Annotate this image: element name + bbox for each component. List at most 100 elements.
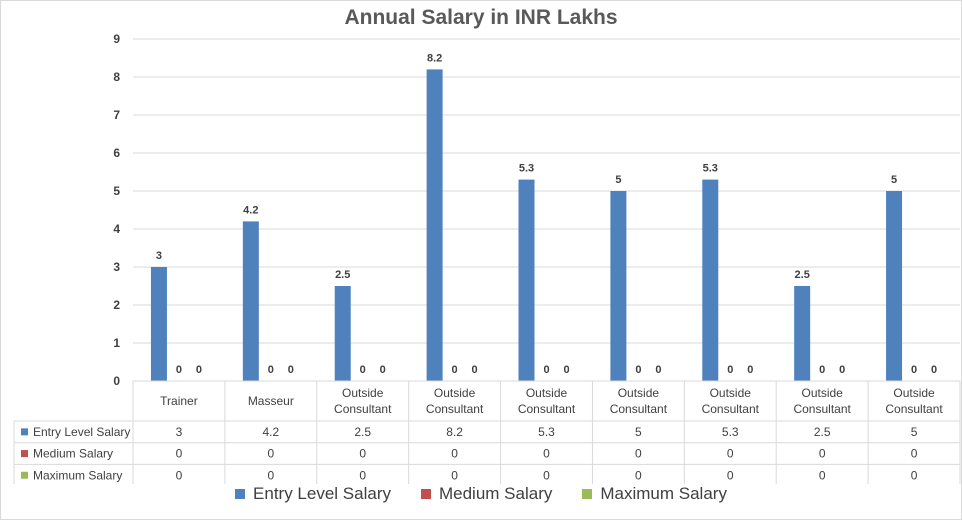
y-tick-label: 1 [113, 336, 120, 350]
table-cell: 5 [911, 425, 918, 439]
data-label: 0 [268, 364, 274, 376]
category-label: Consultant [610, 402, 668, 416]
data-label: 0 [819, 364, 825, 376]
data-label: 8.2 [427, 52, 442, 64]
category-label: Consultant [793, 402, 851, 416]
data-label: 0 [931, 364, 937, 376]
category-label: Masseur [248, 394, 294, 408]
y-tick-label: 3 [113, 260, 120, 274]
bar [886, 191, 903, 381]
table-cell: 0 [635, 447, 642, 461]
table-cell: 0 [176, 447, 183, 461]
y-tick-label: 5 [113, 184, 120, 198]
category-label: Trainer [160, 394, 198, 408]
table-cell: 2.5 [814, 425, 831, 439]
category-label: Consultant [426, 402, 484, 416]
table-cell: 3 [176, 425, 183, 439]
row-legend-key [21, 428, 28, 436]
legend-item: Entry Level Salary [235, 484, 391, 504]
data-label: 0 [655, 364, 661, 376]
y-tick-label: 2 [113, 298, 120, 312]
y-tick-label: 0 [113, 374, 120, 388]
bar [518, 179, 535, 381]
data-label: 0 [747, 364, 753, 376]
category-label: Consultant [334, 402, 392, 416]
data-label: 2.5 [795, 269, 810, 281]
table-cell: 0 [267, 447, 274, 461]
legend: Entry Level Salary Medium Salary Maximum S… [0, 484, 962, 504]
legend-label: Entry Level Salary [253, 484, 391, 503]
bar [426, 69, 443, 382]
data-label: 4.2 [243, 204, 258, 216]
table-cell: 4.2 [262, 425, 279, 439]
category-label: Outside [710, 386, 752, 400]
table-cell: 0 [543, 468, 550, 482]
row-legend-key [21, 471, 28, 479]
data-label: 0 [727, 364, 733, 376]
data-label: 0 [911, 364, 917, 376]
table-cell: 0 [911, 447, 918, 461]
data-label: 5 [615, 174, 621, 186]
table-cell: 5.3 [538, 425, 555, 439]
table-cell: 0 [359, 447, 366, 461]
data-label: 0 [452, 364, 458, 376]
data-label: 5.3 [519, 163, 534, 175]
data-label: 0 [635, 364, 641, 376]
legend-label: Maximum Salary [600, 484, 727, 503]
table-cell: 0 [727, 468, 734, 482]
data-label: 0 [176, 364, 182, 376]
bar [702, 179, 719, 381]
table-cell: 0 [267, 468, 274, 482]
category-label: Outside [801, 386, 843, 400]
y-axis: 0 1 2 3 4 5 6 7 8 9 [113, 32, 120, 388]
table-cell: 0 [819, 447, 826, 461]
y-tick-label: 9 [113, 32, 120, 46]
table-cell: 0 [451, 447, 458, 461]
legend-swatch [420, 489, 431, 499]
data-label: 5 [891, 174, 897, 186]
row-series-label: Entry Level Salary [33, 425, 130, 439]
bar [150, 267, 167, 381]
category-label: Consultant [885, 402, 943, 416]
category-label: Outside [526, 386, 568, 400]
chart-title: Annual Salary in INR Lakhs [344, 6, 618, 29]
data-label: 2.5 [335, 269, 350, 281]
data-label: 0 [839, 364, 845, 376]
bar [610, 191, 627, 381]
bar [242, 221, 259, 381]
category-label: Outside [342, 386, 384, 400]
legend-item: Maximum Salary [582, 484, 727, 504]
category-label: Outside [434, 386, 476, 400]
bars [150, 69, 903, 382]
legend-swatch [235, 489, 246, 499]
table-cell: 0 [176, 468, 183, 482]
table-cell: 0 [635, 468, 642, 482]
category-label: Consultant [518, 402, 576, 416]
data-label: 5.3 [703, 163, 718, 175]
category-label: Outside [618, 386, 660, 400]
table-cell: 0 [359, 468, 366, 482]
table-cell: 0 [451, 468, 458, 482]
table-cell: 0 [543, 447, 550, 461]
y-tick-label: 8 [113, 70, 120, 84]
data-label: 0 [563, 364, 569, 376]
data-label: 0 [288, 364, 294, 376]
category-label: Consultant [702, 402, 760, 416]
table-cell: 5.3 [722, 425, 739, 439]
gridlines [133, 38, 960, 382]
row-legend-key [21, 450, 28, 458]
bar [794, 286, 811, 381]
row-series-label: Medium Salary [33, 447, 113, 461]
data-label: 3 [156, 250, 162, 262]
table-cell: 2.5 [354, 425, 371, 439]
row-series-label: Maximum Salary [33, 468, 122, 482]
data-label: 0 [196, 364, 202, 376]
legend-swatch [582, 489, 593, 499]
data-label: 0 [543, 364, 549, 376]
data-label: 0 [380, 364, 386, 376]
table-cell: 5 [635, 425, 642, 439]
data-label: 0 [360, 364, 366, 376]
y-tick-label: 7 [113, 108, 120, 122]
